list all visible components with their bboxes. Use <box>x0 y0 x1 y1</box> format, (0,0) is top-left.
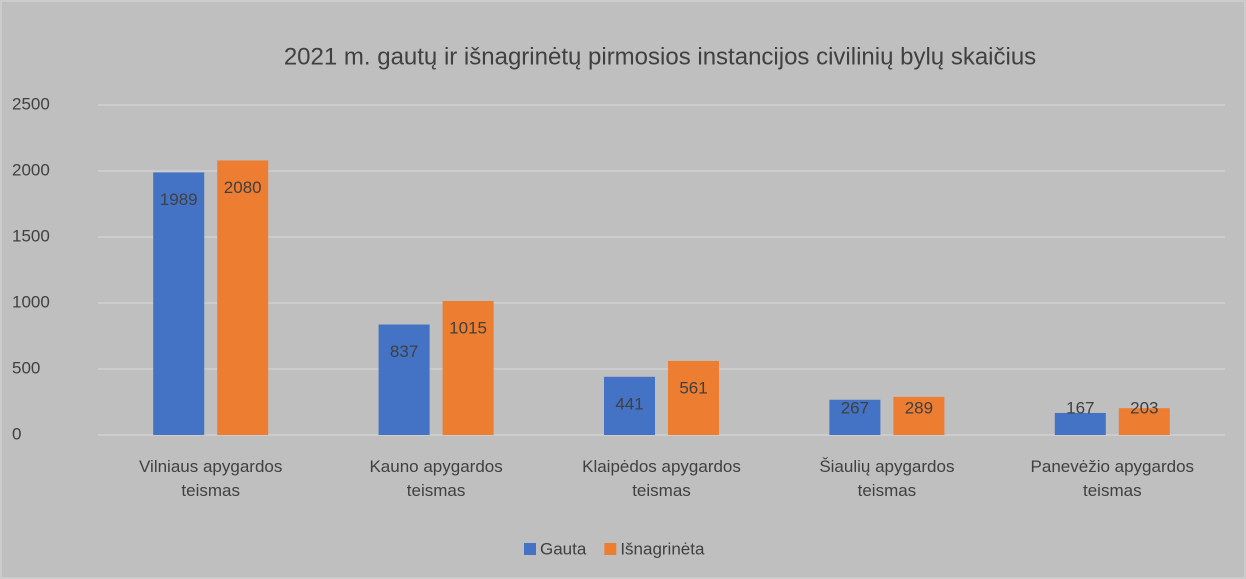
bar <box>668 360 719 435</box>
data-label: 167 <box>1066 398 1094 417</box>
data-label: 837 <box>390 342 418 361</box>
y-tick-label: 1000 <box>12 292 50 311</box>
legend-label: Gauta <box>540 539 587 558</box>
data-label: 1989 <box>160 190 198 209</box>
legend-swatch <box>604 543 617 555</box>
x-tick-label: Vilniaus apygardos teismas <box>139 457 282 500</box>
bar <box>1118 408 1170 435</box>
bar <box>1054 412 1106 435</box>
bar <box>153 172 205 435</box>
y-tick-label: 1500 <box>12 226 50 245</box>
legend-label: Išnagrinėta <box>620 539 705 558</box>
y-tick-label: 500 <box>12 358 40 377</box>
bar <box>829 399 881 435</box>
data-label: 1015 <box>449 319 487 338</box>
data-label: 203 <box>1130 398 1158 417</box>
bar <box>893 396 945 435</box>
x-tick-label: Šiaulių apygardos teismas <box>819 457 954 500</box>
bar <box>442 301 494 435</box>
bar <box>378 324 430 435</box>
legend-swatch <box>524 543 536 555</box>
x-tick-label: Klaipėdos apygardos teismas <box>582 457 741 500</box>
x-tick-label: Panevėžio apygardos teismas <box>1031 457 1195 500</box>
y-tick-label: 0 <box>12 424 21 443</box>
data-label: 289 <box>905 398 933 417</box>
bar <box>217 160 269 435</box>
y-tick-label: 2500 <box>12 94 50 113</box>
data-label: 561 <box>679 378 707 397</box>
x-tick-label: Kauno apygardos teismas <box>369 457 502 500</box>
y-tick-label: 2000 <box>12 160 50 179</box>
data-label: 2080 <box>224 178 262 197</box>
data-label: 267 <box>841 398 869 417</box>
chart-title: 2021 m. gautų ir išnagrinėtų pirmosios i… <box>284 43 1036 70</box>
data-label: 441 <box>615 394 643 413</box>
bar <box>604 376 655 435</box>
